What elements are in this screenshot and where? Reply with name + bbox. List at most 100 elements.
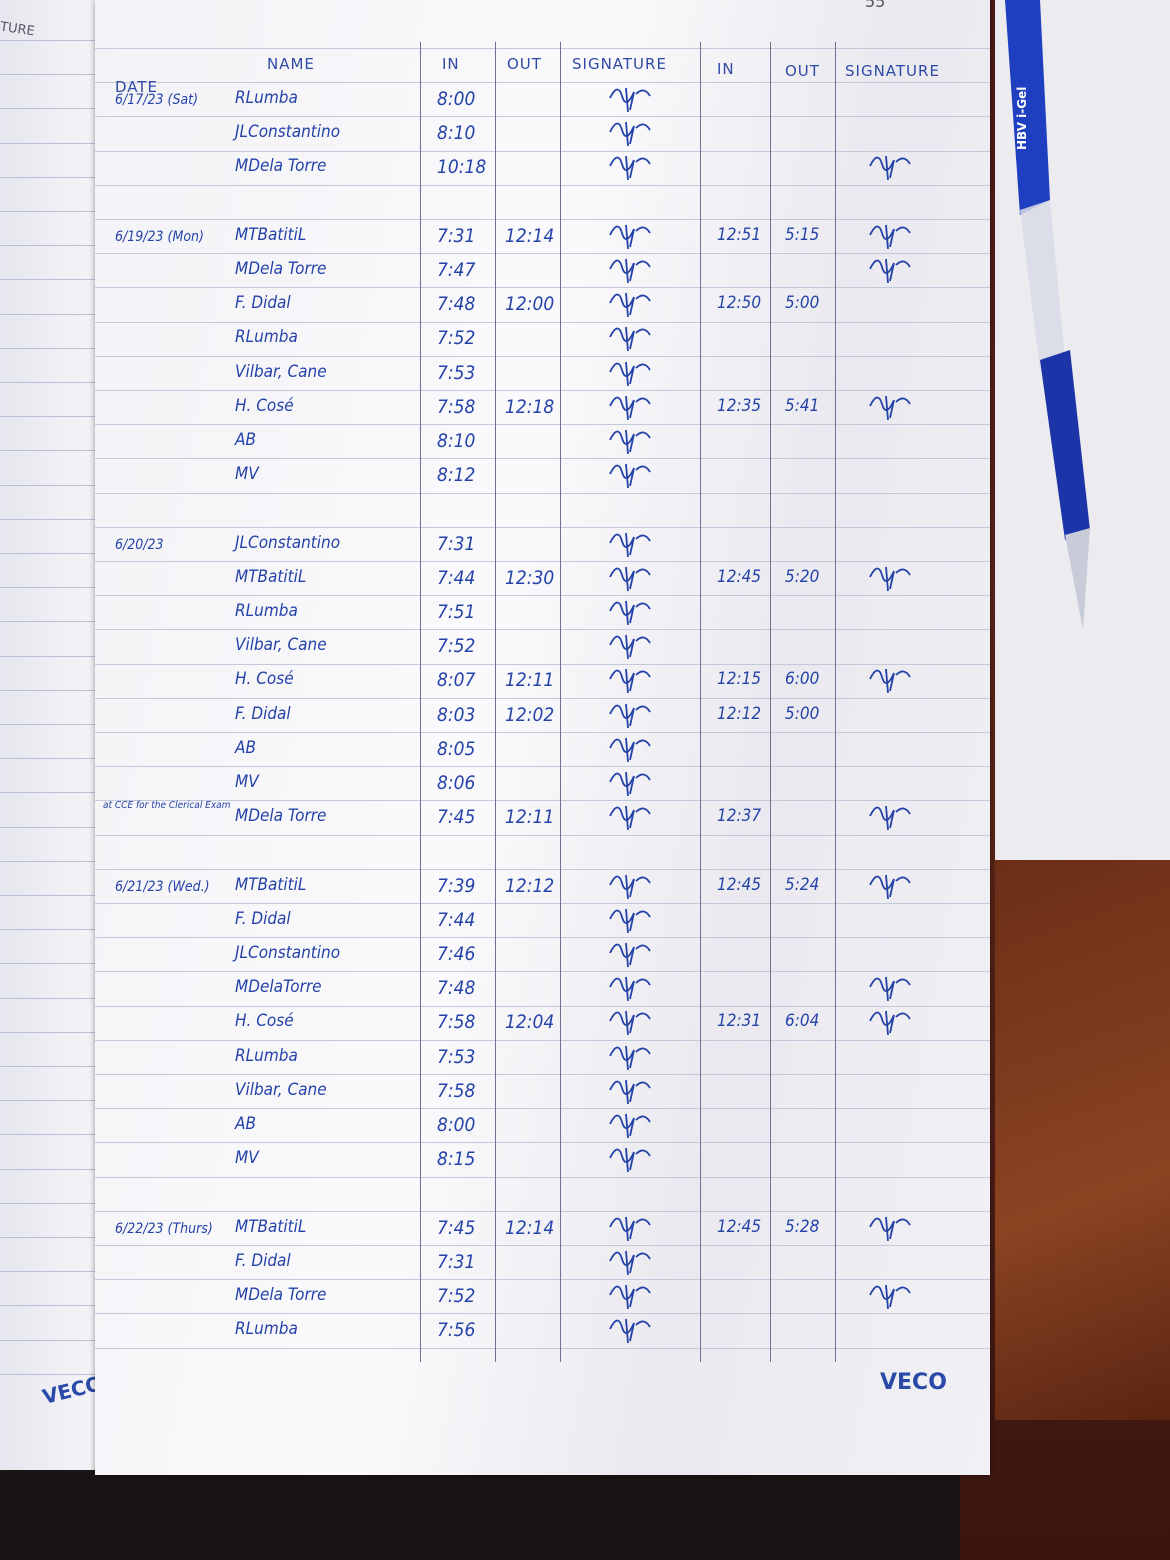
- ruled-line: [95, 1279, 990, 1281]
- signature-am: [600, 659, 670, 698]
- header-in-pm: IN: [717, 60, 735, 78]
- attendance-row: H. Cosé 7:58 12:18 12:35 5:41: [95, 390, 990, 424]
- ruled-line: [95, 150, 990, 152]
- ruled-line: [0, 963, 120, 965]
- signature-am: [600, 283, 670, 322]
- column-divider: [835, 42, 836, 1362]
- time-in-am: 8:00: [437, 1114, 476, 1136]
- employee-name: AB: [235, 737, 256, 758]
- employee-name: RLumba: [235, 1319, 298, 1340]
- employee-name: F. Didal: [235, 703, 291, 724]
- signature-am: [600, 1036, 670, 1075]
- time-out-am: 12:11: [505, 669, 555, 692]
- left-page-header: TURE: [0, 19, 36, 40]
- time-in-am: 8:03: [437, 703, 476, 726]
- time-in-am: 7:44: [437, 908, 476, 931]
- time-out-pm: 6:04: [785, 1011, 820, 1032]
- ruled-line: [0, 484, 120, 486]
- column-divider: [420, 42, 421, 1362]
- signature-pm: [860, 659, 930, 698]
- employee-name: MDelaTorre: [235, 977, 322, 998]
- employee-name: H. Cosé: [235, 395, 294, 416]
- ruled-line: [0, 1271, 120, 1273]
- employee-name: RLumba: [235, 1045, 298, 1066]
- employee-name: MDela Torre: [235, 259, 327, 279]
- logbook-page: 55 DATE NAME IN OUT SIGNATURE IN OUT SIG…: [95, 0, 990, 1475]
- attendance-row: MDela Torre 7:52: [95, 1279, 990, 1313]
- ruled-line: [0, 279, 120, 281]
- time-in-am: 8:05: [437, 737, 476, 760]
- time-in-am: 8:10: [437, 430, 476, 452]
- ruled-line: [0, 1168, 120, 1170]
- time-in-pm: 12:45: [717, 566, 762, 587]
- ruled-line: [95, 424, 990, 426]
- header-signature-am: SIGNATURE: [572, 55, 667, 73]
- time-out-am: 12:14: [505, 224, 555, 247]
- ruled-line: [0, 1339, 120, 1341]
- ruled-line: [0, 176, 120, 178]
- ruled-line: [95, 82, 990, 84]
- header-date: DATE: [115, 78, 159, 96]
- ruled-line: [0, 142, 120, 144]
- column-divider: [770, 42, 771, 1362]
- employee-name: MDela Torre: [235, 806, 327, 827]
- attendance-row: AB 8:00: [95, 1108, 990, 1142]
- ruled-line: [0, 1237, 120, 1238]
- time-out-am: 12:12: [505, 874, 555, 897]
- signature-am: [600, 78, 670, 117]
- attendance-row: MDela Torre 7:47: [95, 253, 990, 287]
- ruled-line: [0, 1031, 120, 1033]
- ruled-line: [95, 1313, 990, 1315]
- ruled-line: [95, 526, 990, 528]
- signature-am: [600, 1001, 670, 1040]
- pen-label: HBV i-Gel: [1015, 86, 1029, 150]
- signature-am: [600, 796, 670, 835]
- time-out-pm: 6:00: [785, 669, 820, 690]
- time-in-am: 8:15: [437, 1148, 476, 1171]
- column-divider: [700, 42, 701, 1362]
- attendance-row: 6/17/23 (Sat) RLumba 8:00: [95, 82, 990, 116]
- ruled-line: [95, 800, 990, 802]
- attendance-row: F. Didal 7:31: [95, 1245, 990, 1279]
- ruled-line: [0, 792, 120, 794]
- signature-pm: [860, 1275, 930, 1314]
- time-in-am: 8:10: [437, 122, 476, 145]
- employee-name: AB: [235, 1114, 256, 1134]
- header-out-pm: OUT: [785, 62, 820, 80]
- ruled-line: [0, 313, 120, 315]
- time-in-am: 7:31: [437, 224, 476, 247]
- time-in-am: 8:12: [437, 464, 476, 487]
- signature-pm: [860, 249, 930, 288]
- time-in-am: 8:07: [437, 669, 476, 692]
- employee-name: MTBatitiL: [235, 224, 307, 245]
- ruled-line: [95, 1210, 990, 1212]
- signature-am: [600, 694, 670, 733]
- ruled-line: [95, 868, 990, 870]
- ruled-line: [95, 321, 990, 323]
- time-out-am: 12:30: [505, 566, 555, 589]
- ruled-line: [95, 116, 990, 118]
- time-in-pm: 12:45: [717, 1216, 762, 1237]
- ruled-line: [0, 245, 120, 247]
- entry-date: 6/19/23 (Mon): [115, 228, 204, 245]
- ruled-line: [95, 1074, 990, 1075]
- time-in-am: 7:45: [437, 806, 476, 829]
- ruled-line: [95, 595, 990, 597]
- header-in-am: IN: [442, 55, 460, 73]
- employee-name: H. Cosé: [235, 1011, 294, 1032]
- ruled-line: [0, 40, 120, 41]
- ruled-line: [0, 553, 120, 554]
- ruled-line: [0, 655, 120, 657]
- ruled-line: [95, 492, 990, 494]
- ruled-line: [95, 561, 990, 562]
- ruled-line: [0, 997, 120, 999]
- signature-am: [600, 1309, 670, 1348]
- attendance-row: MDelaTorre 7:48: [95, 971, 990, 1005]
- ruled-line: [0, 929, 120, 931]
- entry-date: 6/20/23: [115, 536, 164, 553]
- employee-name: F. Didal: [235, 293, 291, 314]
- signature-pm: [860, 386, 930, 425]
- ruled-line: [95, 629, 990, 631]
- time-in-am: 7:53: [437, 1045, 476, 1068]
- signature-pm: [860, 967, 930, 1006]
